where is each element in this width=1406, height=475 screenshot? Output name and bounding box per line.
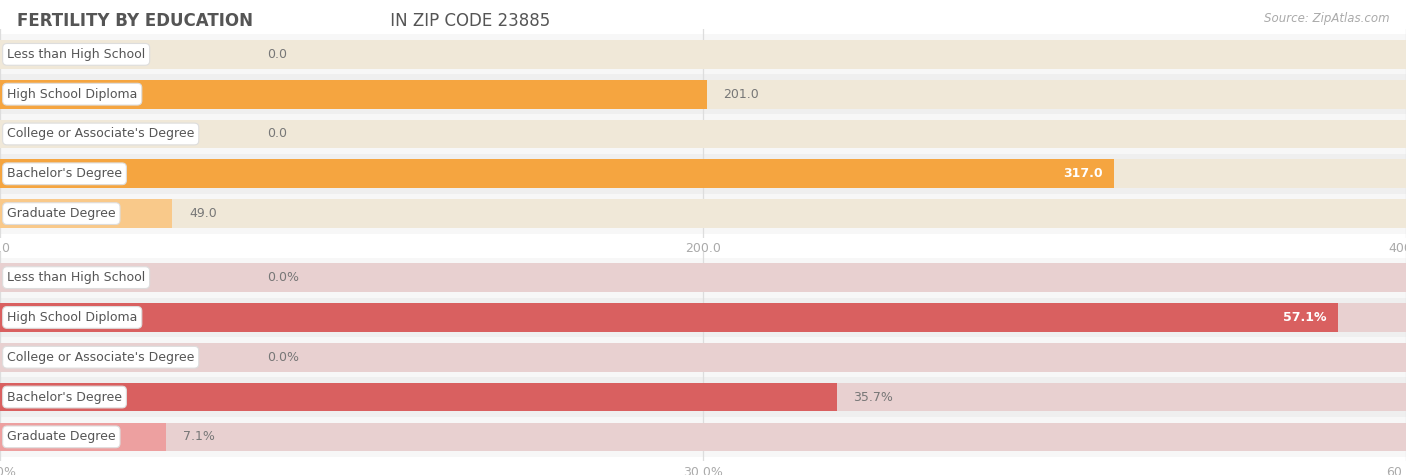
Bar bbox=[0, 40, 1406, 69]
Text: 35.7%: 35.7% bbox=[853, 390, 893, 404]
Text: Less than High School: Less than High School bbox=[7, 271, 145, 284]
Text: High School Diploma: High School Diploma bbox=[7, 311, 138, 324]
Text: High School Diploma: High School Diploma bbox=[7, 88, 138, 101]
Bar bbox=[0, 194, 1406, 234]
Bar bbox=[0, 303, 1339, 332]
Bar bbox=[0, 160, 1406, 188]
Bar bbox=[0, 258, 1406, 297]
Bar bbox=[0, 114, 1406, 154]
Text: 0.0: 0.0 bbox=[267, 127, 287, 141]
Text: Graduate Degree: Graduate Degree bbox=[7, 207, 115, 220]
Text: FERTILITY BY EDUCATION: FERTILITY BY EDUCATION bbox=[17, 12, 253, 30]
Bar bbox=[0, 35, 1406, 74]
Bar bbox=[0, 383, 837, 411]
Text: IN ZIP CODE 23885: IN ZIP CODE 23885 bbox=[385, 12, 551, 30]
Bar bbox=[0, 383, 1406, 411]
Bar bbox=[0, 337, 1406, 377]
Bar bbox=[0, 423, 1406, 451]
Bar bbox=[0, 154, 1406, 194]
Bar bbox=[0, 200, 1406, 228]
Bar bbox=[0, 343, 1406, 371]
Text: College or Associate's Degree: College or Associate's Degree bbox=[7, 127, 194, 141]
Text: Less than High School: Less than High School bbox=[7, 48, 145, 61]
Text: 57.1%: 57.1% bbox=[1284, 311, 1327, 324]
Text: 49.0: 49.0 bbox=[188, 207, 217, 220]
Text: College or Associate's Degree: College or Associate's Degree bbox=[7, 351, 194, 364]
Text: 317.0: 317.0 bbox=[1063, 167, 1104, 180]
Bar bbox=[0, 80, 1406, 108]
Text: 0.0%: 0.0% bbox=[267, 271, 299, 284]
Bar bbox=[0, 160, 1115, 188]
Bar bbox=[0, 120, 1406, 148]
Bar bbox=[0, 263, 1406, 292]
Text: Source: ZipAtlas.com: Source: ZipAtlas.com bbox=[1264, 12, 1389, 25]
Text: 201.0: 201.0 bbox=[724, 88, 759, 101]
Bar bbox=[0, 74, 1406, 114]
Bar bbox=[0, 297, 1406, 337]
Text: 0.0: 0.0 bbox=[267, 48, 287, 61]
Bar bbox=[0, 423, 166, 451]
Text: 7.1%: 7.1% bbox=[183, 430, 215, 443]
Text: Bachelor's Degree: Bachelor's Degree bbox=[7, 167, 122, 180]
Bar bbox=[0, 80, 707, 108]
Bar bbox=[0, 377, 1406, 417]
Text: 0.0%: 0.0% bbox=[267, 351, 299, 364]
Bar bbox=[0, 303, 1406, 332]
Text: Graduate Degree: Graduate Degree bbox=[7, 430, 115, 443]
Text: Bachelor's Degree: Bachelor's Degree bbox=[7, 390, 122, 404]
Bar bbox=[0, 200, 173, 228]
Bar bbox=[0, 417, 1406, 457]
